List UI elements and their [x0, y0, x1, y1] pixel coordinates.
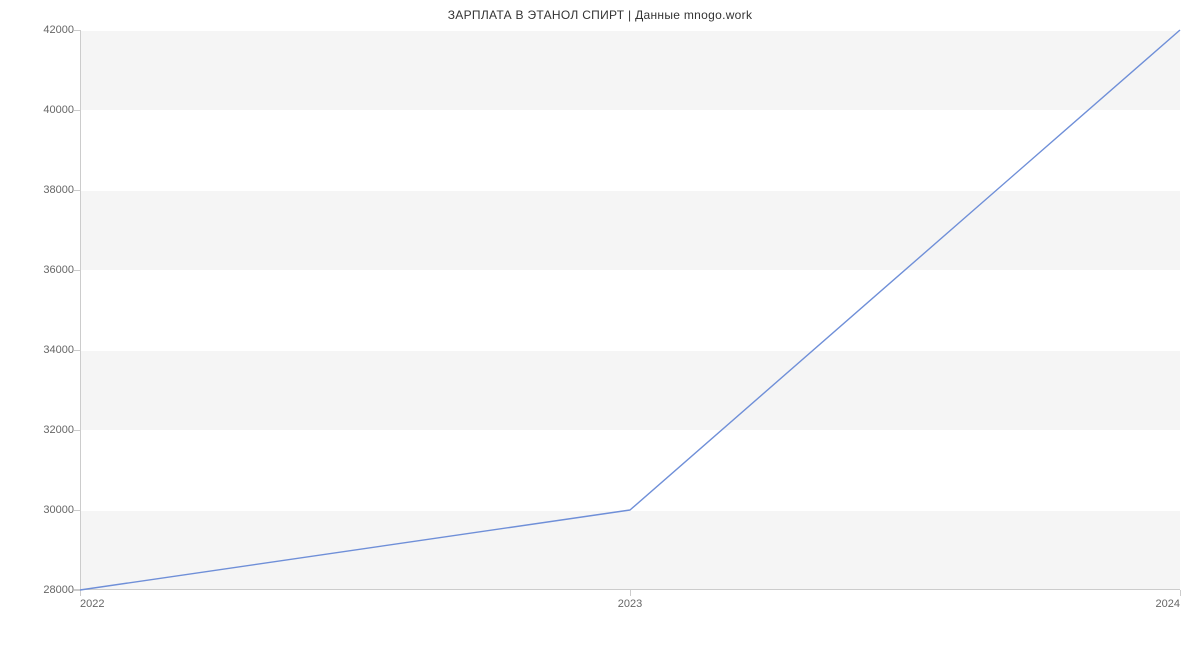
y-axis-label: 40000 — [43, 104, 74, 116]
x-axis-label: 2024 — [1156, 598, 1180, 610]
chart-title: ЗАРПЛАТА В ЭТАНОЛ СПИРТ | Данные mnogo.w… — [0, 8, 1200, 22]
x-tick — [1180, 590, 1181, 596]
plot-area: 2800030000320003400036000380004000042000… — [80, 30, 1180, 590]
series-line — [80, 30, 1180, 590]
y-axis-label: 28000 — [43, 584, 74, 596]
x-axis-label: 2023 — [618, 598, 642, 610]
y-axis-label: 38000 — [43, 184, 74, 196]
line-chart: ЗАРПЛАТА В ЭТАНОЛ СПИРТ | Данные mnogo.w… — [0, 0, 1200, 650]
y-axis-label: 42000 — [43, 24, 74, 36]
y-axis-label: 34000 — [43, 344, 74, 356]
y-axis-label: 32000 — [43, 424, 74, 436]
y-axis-label: 36000 — [43, 264, 74, 276]
x-tick — [630, 590, 631, 596]
chart-svg — [80, 30, 1180, 590]
y-axis-label: 30000 — [43, 504, 74, 516]
x-axis-label: 2022 — [80, 598, 104, 610]
x-tick — [80, 590, 81, 596]
